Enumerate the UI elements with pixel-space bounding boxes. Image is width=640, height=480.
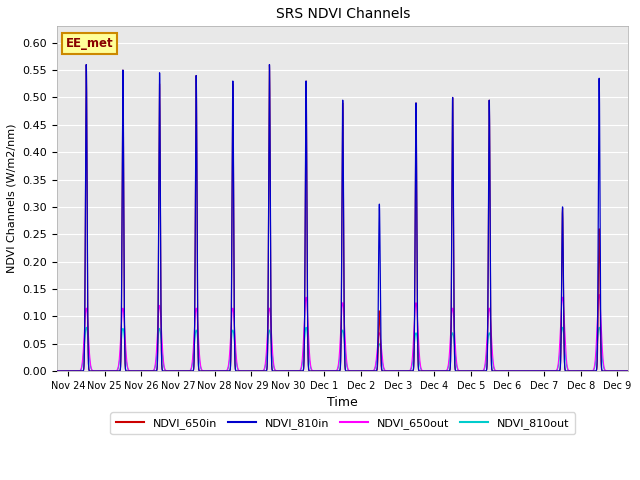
Title: SRS NDVI Channels: SRS NDVI Channels: [276, 7, 410, 21]
Text: EE_met: EE_met: [65, 37, 113, 50]
X-axis label: Time: Time: [327, 396, 358, 409]
Legend: NDVI_650in, NDVI_810in, NDVI_650out, NDVI_810out: NDVI_650in, NDVI_810in, NDVI_650out, NDV…: [110, 412, 575, 434]
Y-axis label: NDVI Channels (W/m2/nm): NDVI Channels (W/m2/nm): [7, 124, 17, 274]
